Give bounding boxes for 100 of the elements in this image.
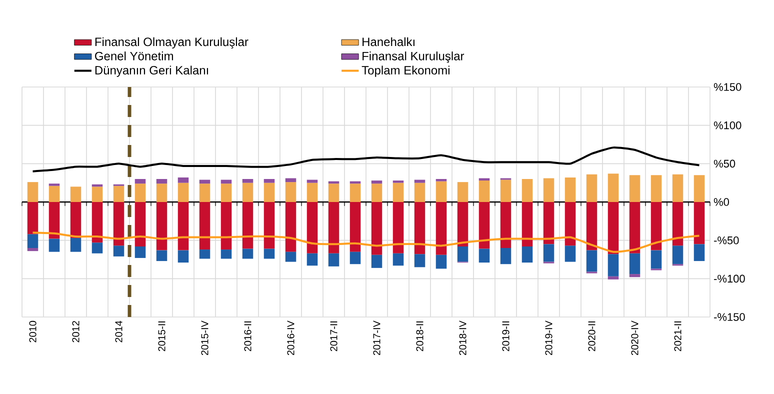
bar bbox=[371, 180, 382, 184]
bar bbox=[306, 180, 318, 183]
bar bbox=[350, 184, 361, 202]
bar bbox=[178, 177, 189, 183]
bar bbox=[457, 246, 468, 262]
bar bbox=[220, 250, 232, 259]
x-tick-label: 2017-II bbox=[330, 321, 338, 352]
bar bbox=[672, 246, 684, 264]
bar bbox=[694, 244, 705, 262]
bar bbox=[306, 182, 318, 202]
bar bbox=[672, 202, 684, 246]
bar bbox=[414, 254, 426, 268]
bar bbox=[306, 253, 318, 266]
bar bbox=[414, 180, 426, 183]
bar bbox=[199, 184, 210, 202]
bar bbox=[543, 178, 554, 202]
bar bbox=[392, 182, 404, 202]
bar bbox=[586, 174, 598, 202]
y-tick-label: %150 bbox=[714, 83, 742, 91]
bar bbox=[650, 202, 662, 250]
bar bbox=[27, 234, 38, 248]
bar bbox=[156, 184, 168, 202]
bar bbox=[134, 184, 146, 202]
bar bbox=[92, 186, 103, 202]
bar bbox=[436, 181, 447, 202]
x-tick-label: 2019-IV bbox=[545, 320, 552, 356]
legend-label: Toplam Ekonomi bbox=[362, 66, 450, 77]
bar bbox=[672, 174, 684, 202]
bar bbox=[608, 174, 619, 202]
bar bbox=[543, 244, 554, 262]
bar bbox=[328, 184, 340, 202]
bar bbox=[436, 254, 447, 269]
bar bbox=[27, 182, 38, 202]
legend-label: Dünyanın Geri Kalanı bbox=[95, 66, 208, 77]
bar bbox=[242, 179, 254, 183]
y-tick-label: %100 bbox=[714, 121, 742, 130]
bar bbox=[328, 253, 340, 266]
bar bbox=[522, 179, 533, 202]
bar bbox=[457, 182, 468, 202]
bar bbox=[178, 182, 189, 202]
bar bbox=[522, 246, 533, 263]
bar bbox=[629, 253, 640, 274]
bar bbox=[350, 252, 361, 264]
bar bbox=[285, 252, 296, 262]
y-tick-label: %0 bbox=[714, 198, 729, 206]
bar bbox=[264, 202, 275, 249]
line-series bbox=[32, 232, 700, 253]
bar bbox=[586, 250, 598, 272]
bar bbox=[48, 186, 60, 202]
bar bbox=[264, 179, 275, 183]
bar bbox=[285, 202, 296, 252]
bar bbox=[629, 274, 640, 278]
bar bbox=[27, 248, 38, 252]
bar bbox=[586, 202, 598, 250]
bar bbox=[264, 248, 275, 259]
x-tick-label: 2019-II bbox=[502, 321, 510, 352]
y-tick-label: -%50 bbox=[714, 236, 739, 244]
line-series bbox=[32, 146, 700, 172]
y-tick-label: %50 bbox=[714, 160, 736, 168]
x-tick-label: 2010 bbox=[29, 320, 36, 342]
bar bbox=[543, 202, 554, 244]
bar bbox=[414, 202, 426, 254]
bar bbox=[392, 202, 404, 254]
legend-label: Hanehalkı bbox=[362, 37, 414, 46]
bar bbox=[650, 250, 662, 269]
x-tick-label: 2018-II bbox=[416, 321, 424, 352]
bar bbox=[113, 246, 124, 256]
bar bbox=[156, 202, 168, 250]
legend-label: Finansal Kuruluşlar bbox=[362, 52, 464, 63]
bar bbox=[328, 202, 340, 254]
bar bbox=[285, 182, 296, 202]
bar bbox=[242, 182, 254, 202]
legend-label: Genel Yönetim bbox=[95, 52, 174, 60]
x-tick-label: 2020-IV bbox=[631, 320, 638, 356]
x-tick-label: 2017-IV bbox=[373, 320, 380, 356]
bar bbox=[371, 184, 382, 202]
bar bbox=[392, 253, 404, 266]
bar bbox=[371, 254, 382, 268]
bar bbox=[242, 248, 254, 259]
bar bbox=[608, 254, 619, 276]
bar bbox=[629, 202, 640, 254]
bar bbox=[242, 202, 254, 249]
bar bbox=[564, 177, 576, 202]
bar bbox=[500, 180, 512, 202]
bar bbox=[629, 175, 640, 202]
bar bbox=[500, 202, 512, 248]
bar bbox=[478, 202, 490, 249]
bar bbox=[220, 202, 232, 250]
bar bbox=[70, 202, 82, 238]
bar bbox=[500, 248, 512, 264]
bar bbox=[134, 179, 146, 184]
bar bbox=[522, 202, 533, 246]
x-tick-label: 2020-II bbox=[588, 321, 596, 352]
x-tick-label: 2015-II bbox=[158, 321, 166, 352]
bar bbox=[436, 202, 447, 255]
bar bbox=[306, 202, 318, 254]
bar bbox=[134, 246, 146, 258]
bar bbox=[199, 250, 210, 259]
bar bbox=[608, 276, 619, 280]
x-tick-label: 2016-IV bbox=[287, 320, 294, 356]
